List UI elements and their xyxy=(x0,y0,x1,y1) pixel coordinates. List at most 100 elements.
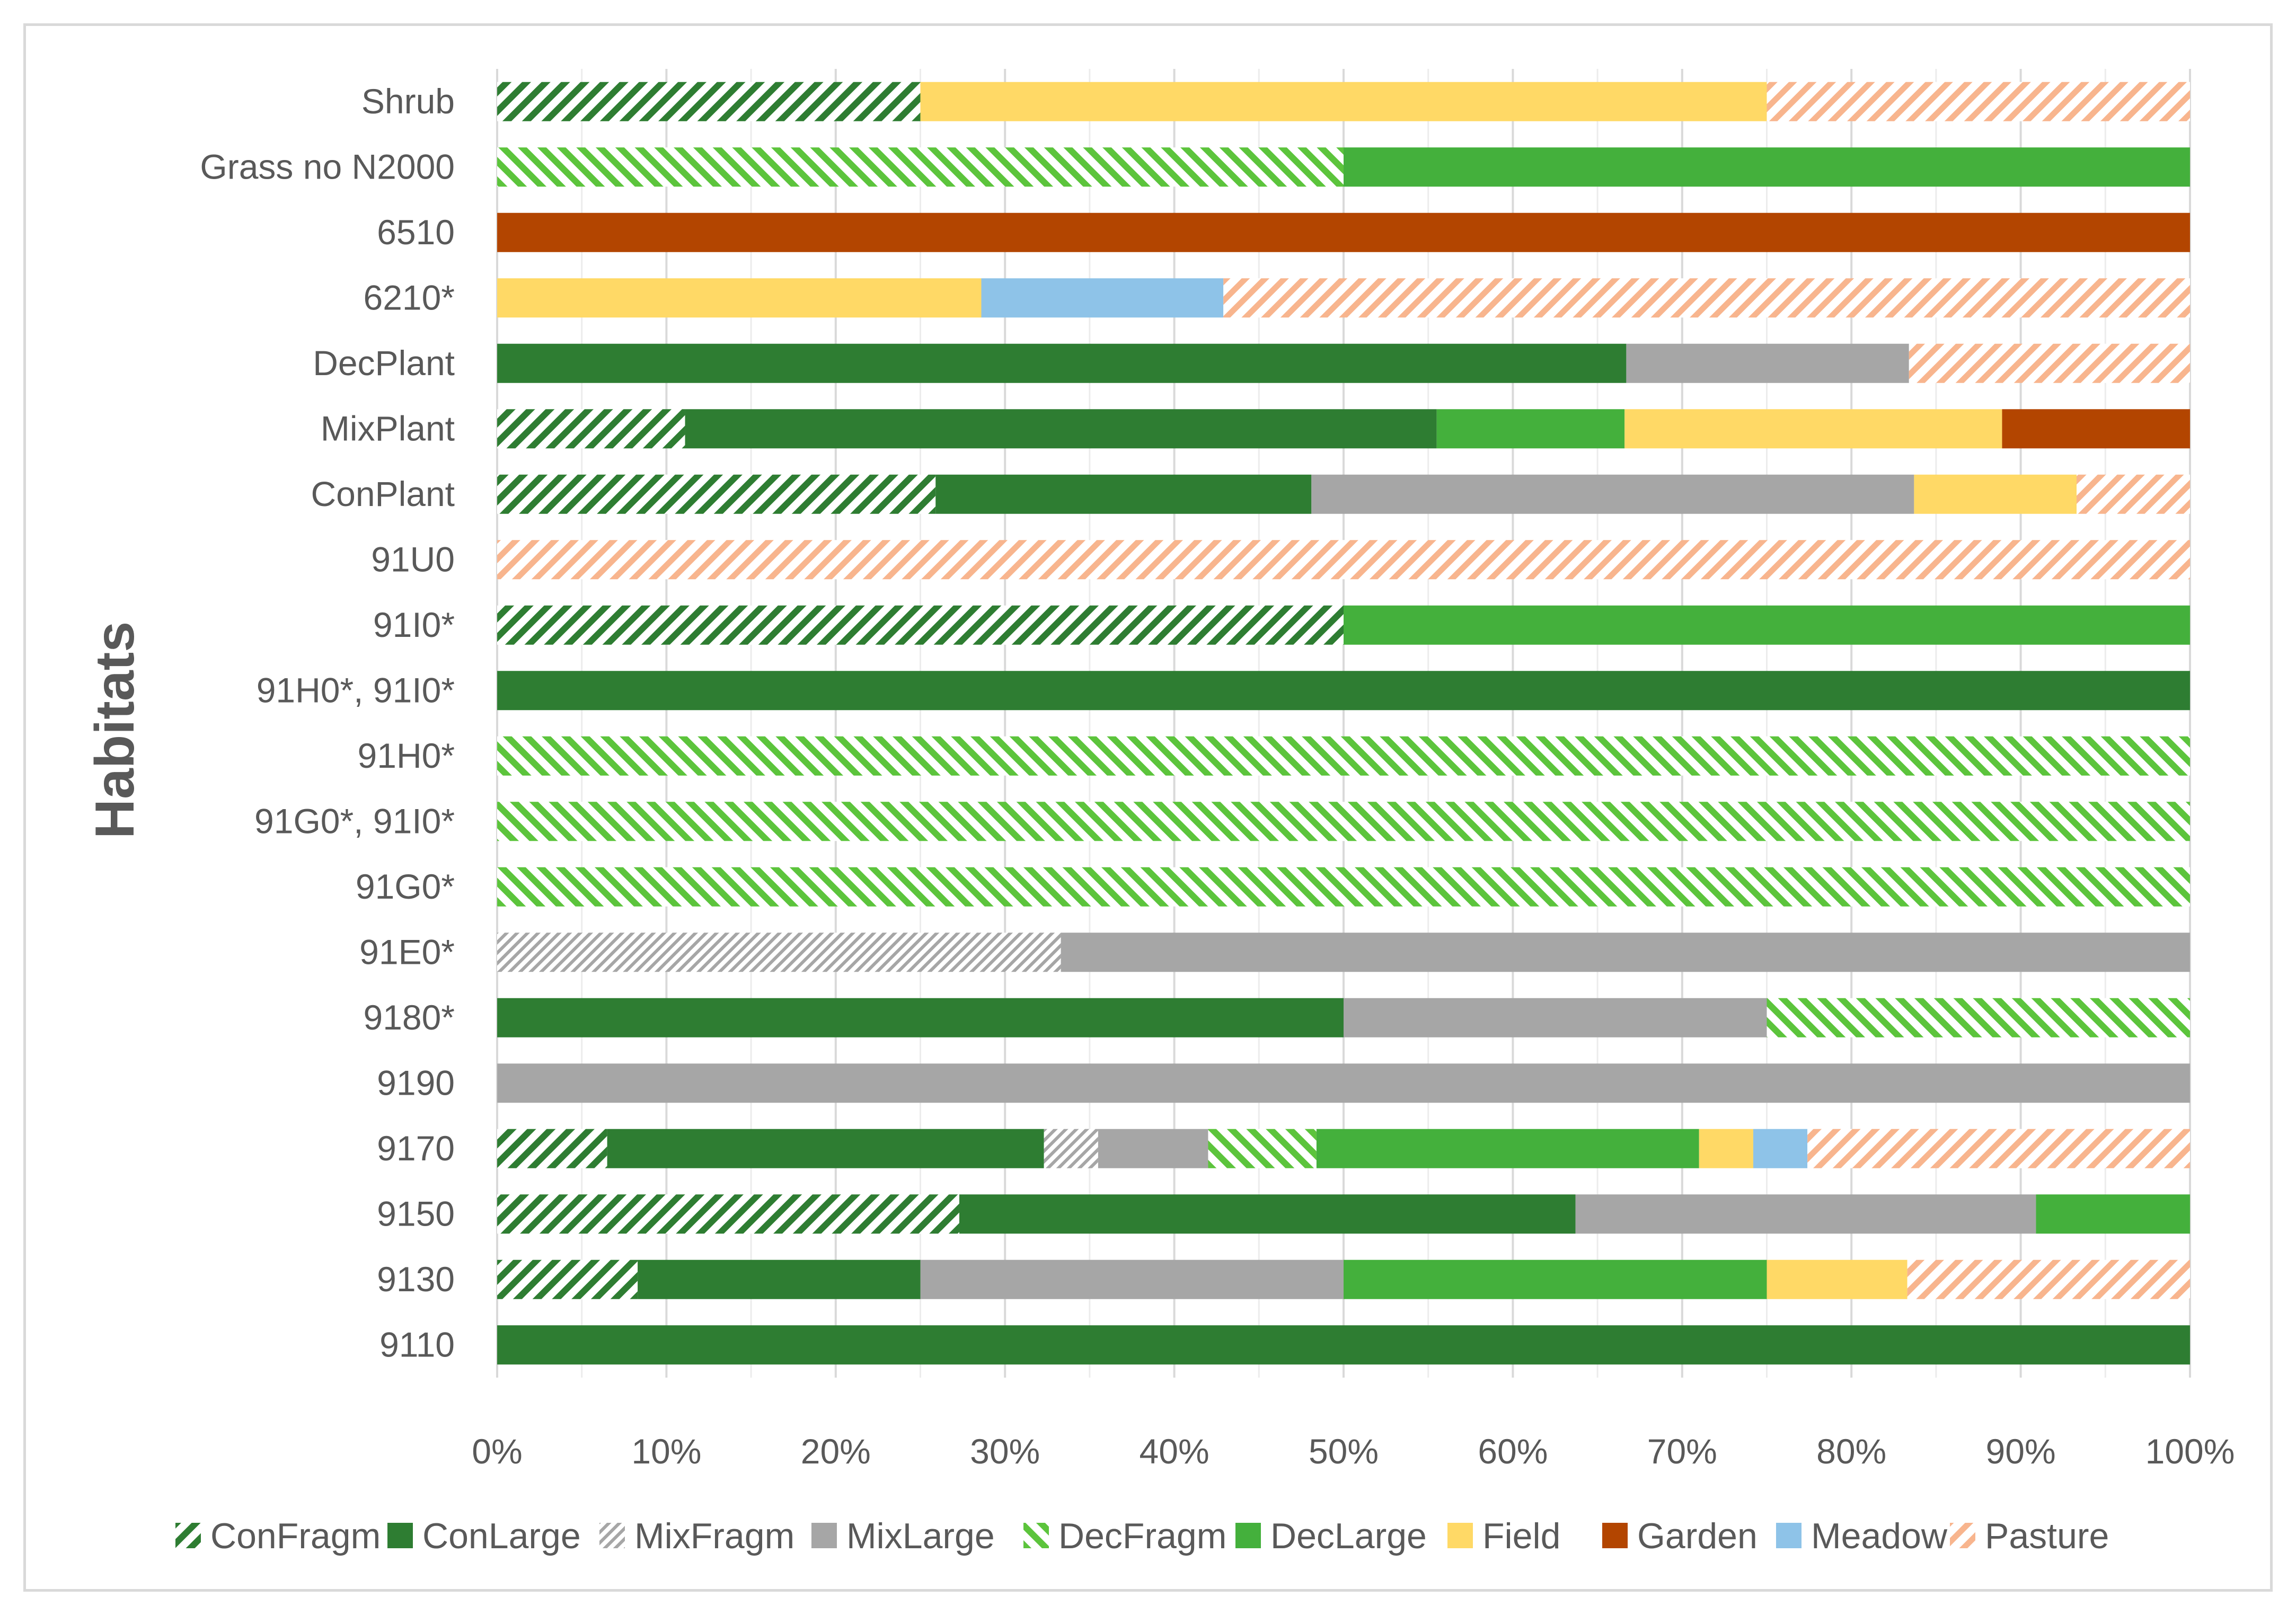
bar-9170-pasture xyxy=(1807,1129,2190,1168)
legend-label: ConFragm xyxy=(210,1516,381,1556)
legend-label: Pasture xyxy=(1985,1516,2109,1556)
bar-91u0-pasture xyxy=(497,540,2190,580)
bar-decplant-mixlarge xyxy=(1626,343,1909,383)
category-label: 91G0* xyxy=(356,867,455,906)
bar-9170-conlarge xyxy=(607,1129,1044,1168)
x-tick-label: 20% xyxy=(801,1432,871,1471)
legend-swatch xyxy=(387,1523,413,1548)
gridlines xyxy=(496,69,2191,1378)
bar-91i0-declarge xyxy=(1344,605,2190,645)
bar-decplant-pasture xyxy=(1909,343,2190,383)
bar-conplant-confragm xyxy=(497,474,936,514)
legend-item-mixfragm: MixFragm xyxy=(599,1516,794,1556)
category-label: 91H0* xyxy=(358,736,455,775)
bar-9150-confragm xyxy=(497,1194,959,1234)
bar-9150-mixlarge xyxy=(1575,1194,2036,1234)
bar-mixplant-confragm xyxy=(497,409,685,449)
bar-9130-conlarge xyxy=(638,1259,921,1299)
legend-item-decfragm: DecFragm xyxy=(1023,1516,1226,1556)
bar-mixplant-conlarge xyxy=(685,409,1437,449)
legend-item-meadow: Meadow xyxy=(1776,1516,1948,1556)
bar-9190-mixlarge xyxy=(497,1063,2190,1103)
bar-9130-pasture xyxy=(1907,1259,2190,1299)
category-label: 91G0*, 91I0* xyxy=(254,801,455,840)
bar-91h0-91i0-conlarge xyxy=(497,671,2190,711)
bar-6210-pasture xyxy=(1223,278,2190,318)
x-tick-label: 60% xyxy=(1478,1432,1548,1471)
legend-label: Field xyxy=(1482,1516,1560,1556)
bar-9130-mixlarge xyxy=(920,1259,1344,1299)
legend: ConFragm ConLarge MixFragm MixLarge DecFragm… xyxy=(175,1516,2109,1556)
x-tick-label: 40% xyxy=(1140,1432,1209,1471)
bar-conplant-conlarge xyxy=(935,474,1312,514)
legend-label: Garden xyxy=(1637,1516,1758,1556)
legend-swatch xyxy=(811,1523,837,1548)
legend-label: DecLarge xyxy=(1270,1516,1427,1556)
bar-91h0-decfragm xyxy=(497,736,2190,776)
category-label: Shrub xyxy=(361,82,455,121)
legend-label: DecFragm xyxy=(1058,1516,1226,1556)
bar-6210-field xyxy=(497,278,982,318)
bar-9150-conlarge xyxy=(959,1194,1576,1234)
x-tick-label: 50% xyxy=(1309,1432,1379,1471)
legend-swatch xyxy=(1776,1523,1802,1548)
bar-9180-conlarge xyxy=(497,998,1344,1037)
legend-item-garden: Garden xyxy=(1602,1516,1758,1556)
category-labels: Shrub Grass no N2000 6510 6210* DecPlant MixP… xyxy=(200,82,455,1364)
bar-conplant-pasture xyxy=(2077,474,2190,514)
bar-conplant-mixlarge xyxy=(1311,474,1914,514)
legend-label: ConLarge xyxy=(422,1516,581,1556)
bar-91g0-decfragm xyxy=(497,867,2190,907)
legend-item-pasture: Pasture xyxy=(1950,1516,2109,1556)
bar-9130-field xyxy=(1767,1259,1908,1299)
bar-9170-mixlarge xyxy=(1098,1129,1208,1168)
category-label: 9150 xyxy=(377,1194,455,1233)
category-label: 6510 xyxy=(377,212,455,252)
legend-item-field: Field xyxy=(1447,1516,1560,1556)
bar-91i0-confragm xyxy=(497,605,1344,645)
x-tick-label: 30% xyxy=(970,1432,1040,1471)
bar-9150-declarge xyxy=(2036,1194,2190,1234)
bar-grass-no-n2000-declarge xyxy=(1344,147,2190,187)
bar-9170-field xyxy=(1699,1129,1753,1168)
y-axis-title: Habitats xyxy=(84,622,146,839)
bar-9180-mixlarge xyxy=(1344,998,1767,1037)
x-tick-labels: 0% 10% 20% 30% 40% 50% 60% 70% 80% 90% 100% xyxy=(472,1432,2235,1471)
category-label: 9130 xyxy=(377,1259,455,1299)
bar-9130-declarge xyxy=(1344,1259,1767,1299)
bars xyxy=(497,82,2190,1365)
category-label: Grass no N2000 xyxy=(200,147,455,186)
legend-item-confragm: ConFragm xyxy=(175,1516,381,1556)
x-tick-label: 0% xyxy=(472,1432,522,1471)
legend-swatch xyxy=(599,1523,625,1548)
legend-swatch xyxy=(1950,1523,1975,1548)
bar-91e0-mixfragm xyxy=(497,933,1061,972)
bar-6510-garden xyxy=(497,212,2190,252)
legend-label: Meadow xyxy=(1811,1516,1948,1556)
bar-91g0-91i0-decfragm xyxy=(497,802,2190,841)
legend-swatch xyxy=(1023,1523,1049,1548)
x-tick-label: 100% xyxy=(2145,1432,2235,1471)
bar-9170-mixfragm xyxy=(1044,1129,1098,1168)
legend-item-mixlarge: MixLarge xyxy=(811,1516,995,1556)
bar-91e0-mixlarge xyxy=(1061,933,2190,972)
category-label: 91E0* xyxy=(359,932,455,971)
category-label: 9110 xyxy=(379,1325,455,1364)
bar-6210-meadow xyxy=(981,278,1224,318)
bar-mixplant-garden xyxy=(2002,409,2190,449)
bar-conplant-field xyxy=(1914,474,2077,514)
legend-label: MixFragm xyxy=(634,1516,794,1556)
x-tick-label: 70% xyxy=(1647,1432,1717,1471)
bar-9130-confragm xyxy=(497,1259,638,1299)
x-tick-label: 10% xyxy=(631,1432,701,1471)
bar-shrub-confragm xyxy=(497,82,921,121)
legend-swatch xyxy=(175,1523,201,1548)
category-label: 9190 xyxy=(377,1063,455,1102)
bar-grass-no-n2000-decfragm xyxy=(497,147,1344,187)
category-label: DecPlant xyxy=(313,343,455,383)
bar-mixplant-field xyxy=(1624,409,2002,449)
legend-swatch xyxy=(1602,1523,1628,1548)
category-label: MixPlant xyxy=(321,409,455,448)
legend-swatch xyxy=(1235,1523,1261,1548)
